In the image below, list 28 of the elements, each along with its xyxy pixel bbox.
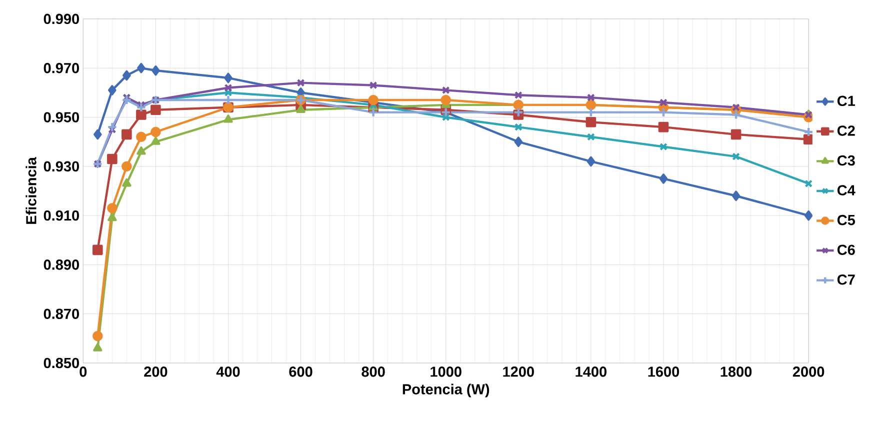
x-tick-label: 2000 [792,366,824,377]
legend-label: C4 [837,185,856,196]
y-tick-label: 0.950 [44,112,79,122]
x-tick-label: 1400 [576,366,606,377]
y-tick-label: 0.850 [44,358,79,368]
x-tick-label: 0 [80,366,87,377]
y-tick-label: 0.890 [44,260,79,270]
legend-label: C5 [837,214,856,226]
legend-label: C2 [837,126,855,136]
y-tick-label: 0.990 [44,14,79,24]
x-tick-label: 800 [362,366,385,377]
legend-label: C1 [837,96,856,106]
legend-label: C3 [837,155,855,166]
y-tick-label: 0.910 [44,210,79,221]
x-tick-label: 600 [289,366,312,377]
y-tick-label: 0.870 [44,308,79,320]
x-tick-label: 1000 [430,366,462,377]
x-tick-label: 400 [216,366,240,377]
y-axis-title: Eficiencia [26,157,36,224]
y-tick-label: 0.930 [44,161,79,172]
x-tick-label: 200 [144,366,168,377]
x-tick-label: 1600 [648,366,680,377]
y-tick-label: 0.970 [44,62,79,74]
legend-label: C6 [837,244,855,256]
x-axis-title: Potencia (W) [402,384,490,398]
x-tick-label: 1200 [503,366,534,377]
legend-label: C7 [837,274,855,285]
x-tick-label: 1800 [720,366,752,377]
